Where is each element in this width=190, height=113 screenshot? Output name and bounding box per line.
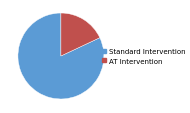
Legend: Standard Intervention, AT Intervention: Standard Intervention, AT Intervention [101, 48, 186, 65]
Wedge shape [18, 14, 104, 99]
Wedge shape [61, 14, 100, 56]
